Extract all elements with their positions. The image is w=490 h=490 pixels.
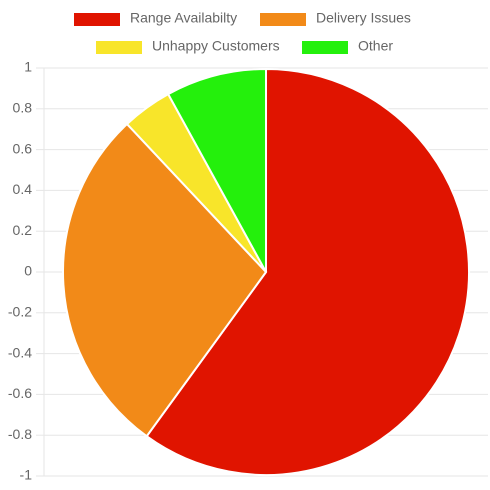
y-tick-label: -0.2 — [8, 304, 32, 320]
y-tick-label: -0.6 — [8, 385, 32, 401]
y-tick-label: -0.8 — [8, 426, 32, 442]
y-tick-label: 0.8 — [13, 100, 33, 116]
y-tick-label: 0.2 — [13, 222, 33, 238]
y-tick-label: 0.6 — [13, 140, 33, 156]
y-tick-label: -1 — [20, 467, 33, 483]
y-tick-label: 0.4 — [13, 181, 33, 197]
y-tick-label: -0.4 — [8, 344, 32, 360]
legend-swatch — [260, 13, 306, 26]
y-tick-label: 1 — [24, 59, 32, 75]
legend-swatch — [74, 13, 120, 26]
pie-slice — [166, 67, 267, 273]
legend-label: Delivery Issues — [316, 10, 411, 26]
pie-slice — [62, 122, 268, 438]
legend-label: Other — [358, 38, 393, 54]
legend-swatch — [96, 41, 142, 54]
legend-label: Unhappy Customers — [152, 38, 280, 54]
pie-slice — [145, 67, 470, 476]
legend-label: Range Availabilty — [130, 10, 237, 26]
legend-swatch — [302, 41, 348, 54]
y-tick-label: 0 — [24, 263, 32, 279]
